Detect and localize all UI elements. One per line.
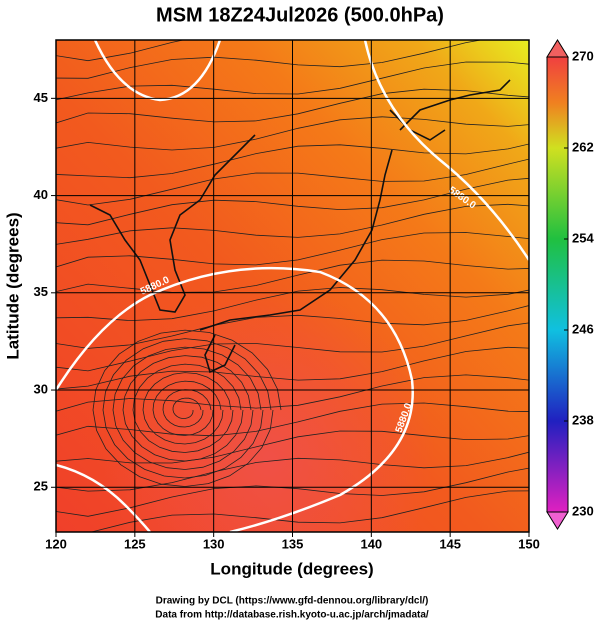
footer-line: Data from http://database.rish.kyoto-u.a… [155,610,429,621]
colorbar-tick-label: 262 [572,139,594,154]
vortex-streamline [132,363,242,453]
streamline [56,451,529,492]
y-tick-label: 30 [34,381,48,396]
streamline [56,402,529,437]
y-tick-label: 40 [34,187,48,202]
colorbar-min-arrow [546,511,569,530]
vortex-streamline [152,380,222,436]
colorbar-tick-label: 270 [572,48,594,63]
x-tick-label: 120 [45,536,67,551]
colorbar-tick-label: 238 [572,412,594,427]
y-tick-label: 35 [34,284,48,299]
streamlines [56,40,529,532]
streamline [56,203,529,245]
streamline [56,40,185,62]
vortex-streamline [162,389,212,428]
x-tick-label: 135 [282,536,304,551]
vortex-streamline [112,346,262,470]
vortex-streamline [172,397,202,419]
footer-line: Drawing by DCL (https://www.gfd-dennou.o… [156,596,429,607]
map-field: 5880.0 5880.0 5880.0 [56,40,529,532]
streamline [56,61,529,101]
x-tick-label: 130 [203,536,225,551]
streamline [56,287,529,322]
x-tick-label: 150 [518,536,540,551]
streamline [56,143,529,179]
x-axis-label: Longitude (degrees) [210,559,373,578]
y-tick-label: 45 [34,90,48,105]
contour-5880 [56,40,529,532]
streamline [56,430,529,464]
streamline [56,158,529,206]
colorbar [546,56,569,513]
streamline [56,305,529,349]
streamline [56,40,484,79]
y-axis-label: Latitude (degrees) [3,212,22,359]
streamline [56,322,529,372]
streamline [56,259,529,293]
streamline [56,177,529,226]
vortex-streamline [122,355,252,462]
streamline [56,232,529,268]
streamline [89,490,529,532]
streamline [56,346,529,390]
streamline [56,374,529,412]
vortex-streamline [102,338,272,479]
vortex-streamline [142,372,232,445]
streamline [56,88,529,124]
colorbar-tick-label: 254 [572,230,594,245]
chart-title: MSM 18Z24Jul2026 (500.0hPa) [156,4,444,26]
colorbar-max-arrow [546,39,569,58]
vortex-streamline [92,329,282,487]
plot-frame [55,39,530,533]
x-tick-label: 140 [360,536,382,551]
streamline [56,116,529,151]
x-tick-label: 125 [124,536,146,551]
streamline [56,467,529,517]
coastlines [89,79,511,374]
y-tick-label: 25 [34,479,48,494]
colorbar-tick-label: 246 [572,321,594,336]
colorbar-tick-label: 230 [572,503,594,518]
x-tick-label: 145 [439,536,461,551]
